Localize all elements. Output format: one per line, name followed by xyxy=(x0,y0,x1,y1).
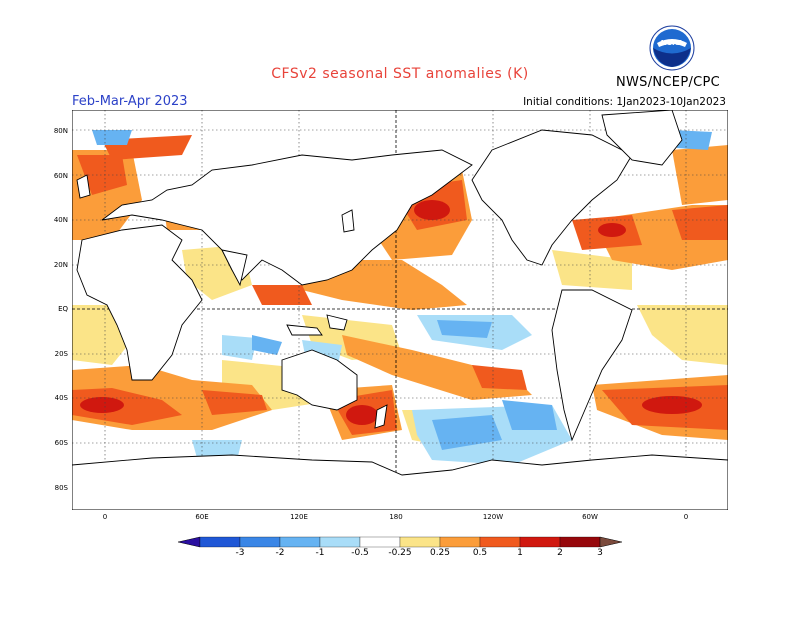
lon-label-60e: 60E xyxy=(195,513,209,521)
lat-label-eq: EQ xyxy=(58,305,68,313)
legend-swatch-max xyxy=(599,536,623,548)
lat-label-40n: 40N xyxy=(53,216,68,224)
color-legend xyxy=(177,536,623,548)
legend-tick-label: -1 xyxy=(315,548,325,558)
legend-tick-label: -0.25 xyxy=(388,548,412,558)
season-label: Feb-Mar-Apr 2023 xyxy=(72,94,188,109)
legend-tick-label: -2 xyxy=(275,548,285,558)
coastlines xyxy=(72,110,728,510)
legend-tick-label: 0.25 xyxy=(429,548,451,558)
legend-swatch xyxy=(199,536,241,548)
legend-tick-label: -0.5 xyxy=(351,548,369,558)
legend-tick-label: 2 xyxy=(557,548,563,558)
legend-swatch xyxy=(479,536,521,548)
anomaly-very-strong-warm xyxy=(80,200,702,425)
anomaly-fields xyxy=(72,110,728,510)
color-legend-swatches xyxy=(177,536,623,548)
lat-label-20n: 20N xyxy=(53,261,68,269)
lon-label-0-west: 0 xyxy=(102,513,108,521)
sst-anomaly-map xyxy=(72,110,728,510)
legend-swatch xyxy=(439,536,481,548)
lat-label-80n: 80N xyxy=(53,127,68,135)
lon-label-120w: 120W xyxy=(482,513,504,521)
legend-swatch xyxy=(559,536,601,548)
chart-title: CFSv2 seasonal SST anomalies (K) xyxy=(271,66,529,82)
legend-tick-label: -3 xyxy=(235,548,245,558)
legend-swatch xyxy=(319,536,361,548)
lat-label-80s: 80S xyxy=(54,484,68,492)
legend-swatch xyxy=(519,536,561,548)
legend-tick-label: 3 xyxy=(597,548,603,558)
lon-label-120e: 120E xyxy=(290,513,308,521)
lat-label-60n: 60N xyxy=(53,172,68,180)
anomaly-moderate-cool xyxy=(92,130,712,450)
legend-swatch-min xyxy=(177,536,201,548)
lon-label-60w: 60W xyxy=(582,513,598,521)
lon-label-180: 180 xyxy=(389,513,403,521)
noaa-logo: NOAA xyxy=(649,25,695,71)
lat-label-40s: 40S xyxy=(54,394,68,402)
legend-swatch xyxy=(359,536,401,548)
noaa-logo-text: NOAA xyxy=(661,39,684,47)
legend-swatch xyxy=(239,536,281,548)
legend-tick-label: 1 xyxy=(517,548,523,558)
lon-label-0-east: 0 xyxy=(683,513,689,521)
agency-label: NWS/NCEP/CPC xyxy=(616,75,721,90)
initial-conditions-label: Initial conditions: 1Jan2023-10Jan2023 xyxy=(523,96,726,108)
lat-label-60s: 60S xyxy=(54,439,68,447)
legend-swatch xyxy=(279,536,321,548)
legend-swatch xyxy=(399,536,441,548)
lat-label-20s: 20S xyxy=(54,350,68,358)
legend-tick-label: 0.5 xyxy=(472,548,488,558)
